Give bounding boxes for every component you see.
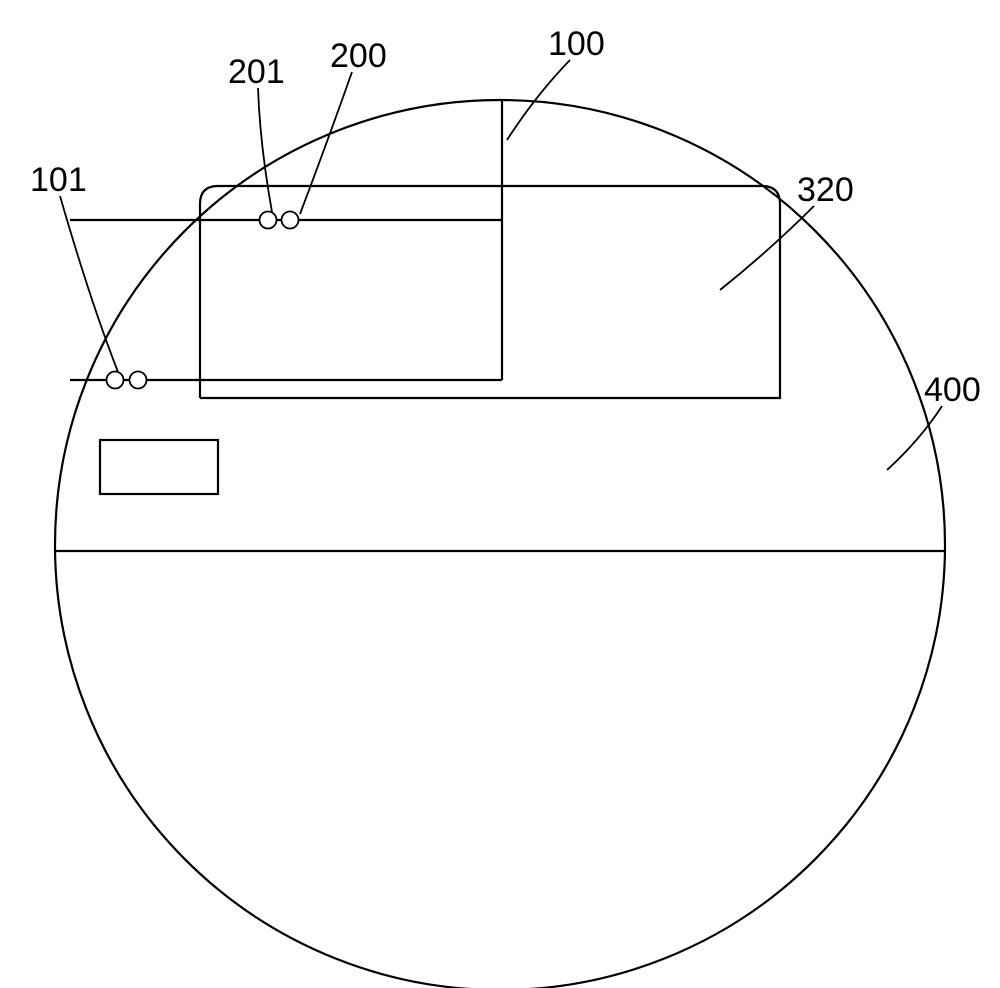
label-200: 200 — [330, 37, 387, 75]
label-101: 101 — [30, 161, 87, 199]
marker-point-0 — [260, 212, 277, 229]
label-201: 201 — [228, 53, 285, 91]
leader-400 — [887, 406, 942, 470]
main-circle — [55, 100, 945, 988]
label-400: 400 — [924, 371, 981, 409]
diagram-svg: 100 200 201 101 320 400 — [0, 0, 1000, 988]
leader-320 — [720, 206, 814, 290]
small-box — [100, 440, 218, 494]
marker-point-2 — [107, 372, 124, 389]
marker-point-1 — [282, 212, 299, 229]
patent-diagram: 100 200 201 101 320 400 — [0, 0, 1000, 988]
marker-point-3 — [130, 372, 147, 389]
leader-201 — [258, 88, 272, 212]
label-320: 320 — [797, 171, 854, 209]
leader-101 — [60, 196, 118, 372]
label-100: 100 — [548, 25, 605, 63]
